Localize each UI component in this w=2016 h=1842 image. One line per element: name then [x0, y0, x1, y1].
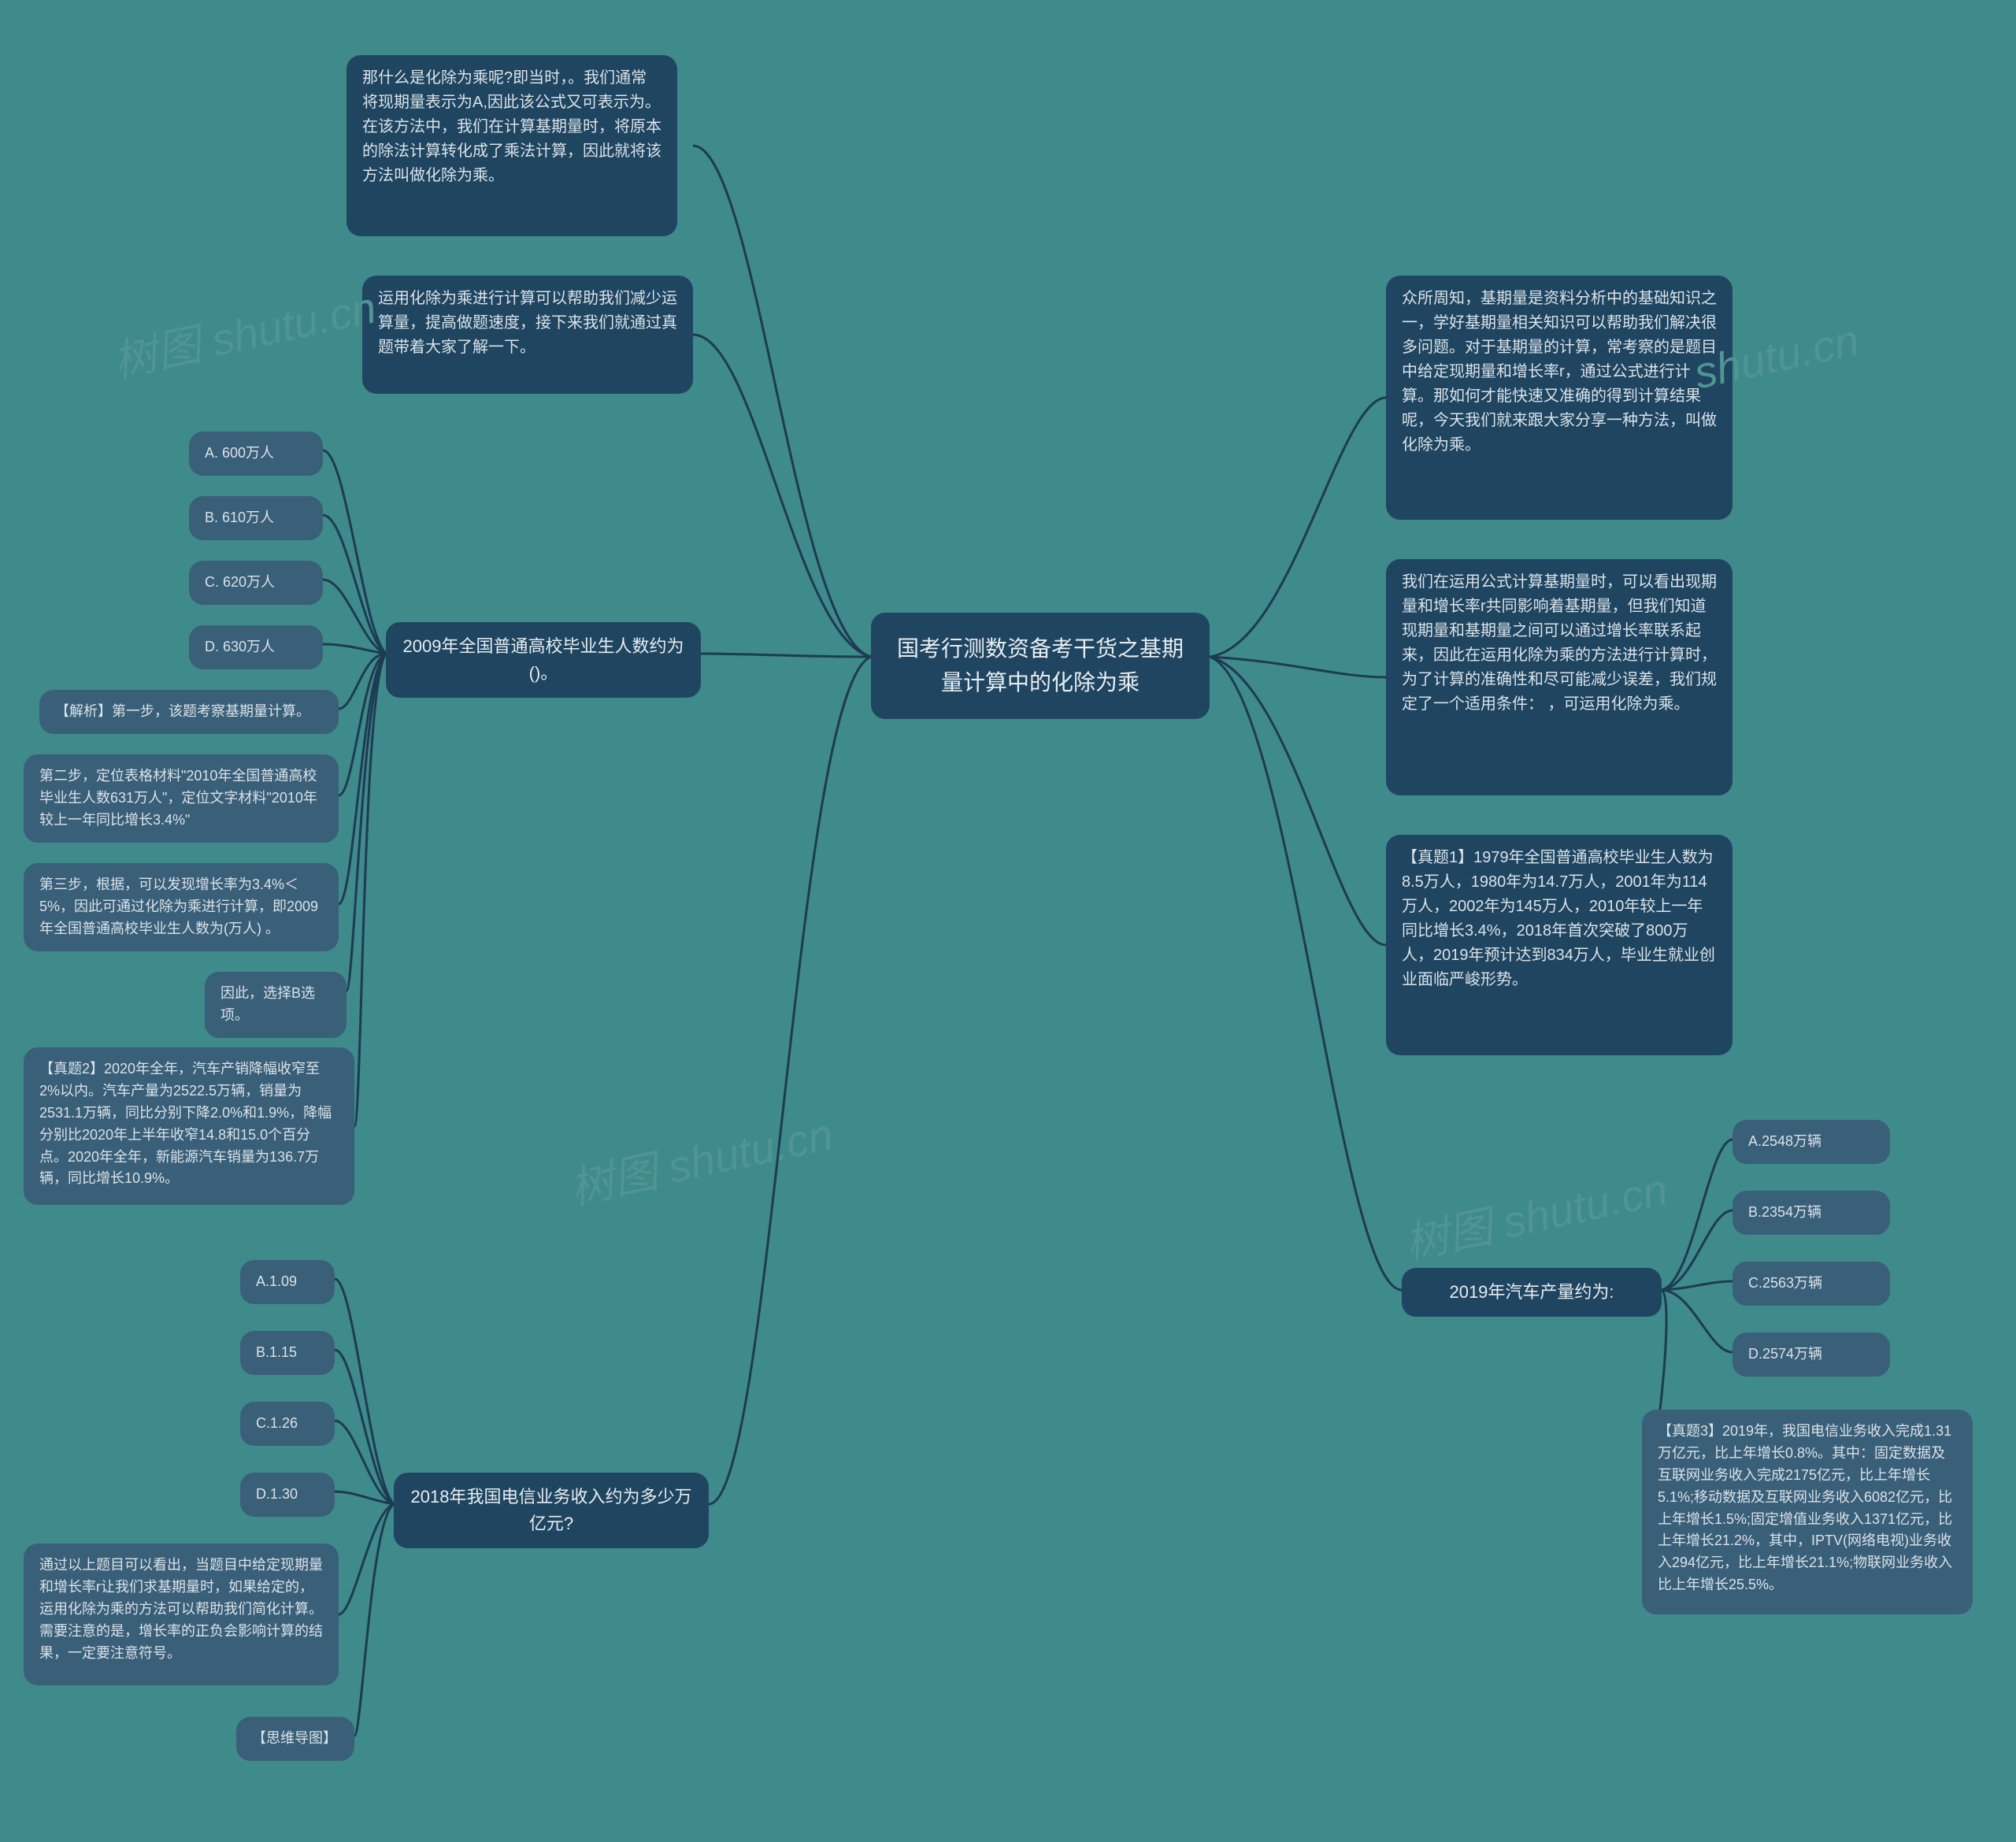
carprod-opt-b[interactable]: B.2354万辆	[1732, 1191, 1890, 1235]
center-node[interactable]: 国考行测数资备考干货之基期量计算中的化除为乘	[871, 613, 1210, 719]
q2018-opt-c[interactable]: C.1.26	[240, 1402, 335, 1446]
q2009-opt-c[interactable]: C. 620万人	[189, 561, 323, 605]
q2009-opt-d[interactable]: D. 630万人	[189, 625, 323, 669]
carprod-opt-d[interactable]: D.2574万辆	[1732, 1332, 1890, 1377]
carprod-opt-c[interactable]: C.2563万辆	[1732, 1262, 1890, 1306]
left-node-2009q[interactable]: 2009年全国普通高校毕业生人数约为()。	[386, 622, 701, 698]
q2009-step3[interactable]: 第三步，根据，可以发现增长率为3.4%＜5%，因此可通过化除为乘进行计算，即20…	[24, 863, 339, 951]
right-node-carprod[interactable]: 2019年汽车产量约为:	[1402, 1268, 1662, 1317]
q2009-opt-b[interactable]: B. 610万人	[189, 496, 323, 540]
right-node-q1[interactable]: 【真题1】1979年全国普通高校毕业生人数为8.5万人，1980年为14.7万人…	[1386, 835, 1732, 1055]
right-node-intro[interactable]: 众所周知，基期量是资料分析中的基础知识之一，学好基期量相关知识可以帮助我们解决很…	[1386, 276, 1732, 520]
left-node-def[interactable]: 那什么是化除为乘呢?即当时，。我们通常将现期量表示为A,因此该公式又可表示为。在…	[346, 55, 677, 236]
q2018-summary[interactable]: 通过以上题目可以看出，当题目中给定现期量和增长率r让我们求基期量时，如果给定的，…	[24, 1544, 339, 1685]
q2018-opt-d[interactable]: D.1.30	[240, 1473, 335, 1517]
q2009-answer[interactable]: 因此，选择B选项。	[205, 972, 346, 1038]
left-node-q2[interactable]: 【真题2】2020年全年，汽车产销降幅收窄至2%以内。汽车产量为2522.5万辆…	[24, 1047, 354, 1205]
left-node-2018q[interactable]: 2018年我国电信业务收入约为多少万亿元?	[394, 1473, 709, 1548]
right-node-condition[interactable]: 我们在运用公式计算基期量时，可以看出现期量和增长率r共同影响着基期量，但我们知道…	[1386, 559, 1732, 795]
mindmap-tag[interactable]: 【思维导图】	[236, 1717, 354, 1761]
carprod-opt-a[interactable]: A.2548万辆	[1732, 1120, 1890, 1164]
q2009-step2[interactable]: 第二步，定位表格材料"2010年全国普通高校毕业生人数631万人"，定位文字材料…	[24, 754, 339, 843]
q2018-opt-b[interactable]: B.1.15	[240, 1331, 335, 1375]
q2009-step1[interactable]: 【解析】第一步，该题考察基期量计算。	[39, 690, 339, 734]
q2009-opt-a[interactable]: A. 600万人	[189, 432, 323, 476]
q2018-opt-a[interactable]: A.1.09	[240, 1260, 335, 1304]
left-node-usage[interactable]: 运用化除为乘进行计算可以帮助我们减少运算量，提高做题速度，接下来我们就通过真题带…	[362, 276, 693, 394]
carprod-q3[interactable]: 【真题3】2019年，我国电信业务收入完成1.31万亿元，比上年增长0.8%。其…	[1642, 1410, 1973, 1614]
